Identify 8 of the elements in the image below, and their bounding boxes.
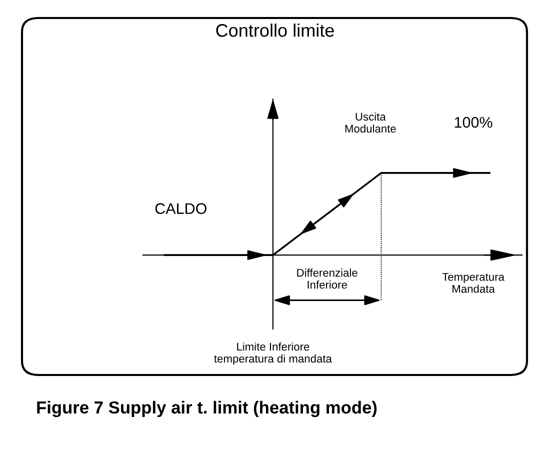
text: 100%	[454, 116, 492, 128]
x-axis-title: Temperatura Mandata	[442, 273, 504, 293]
text: Limite Inferiore temperatura di mandata	[214, 342, 332, 365]
annotation: CALDO	[155, 203, 206, 214]
chart-title: Controllo limite	[216, 24, 334, 37]
y-axis-title: Uscita Modulante	[345, 112, 396, 133]
caption: Figure 7 Supply air t. limit (heating mode)	[37, 400, 377, 418]
text: Differenziale Inferiore	[297, 268, 358, 289]
